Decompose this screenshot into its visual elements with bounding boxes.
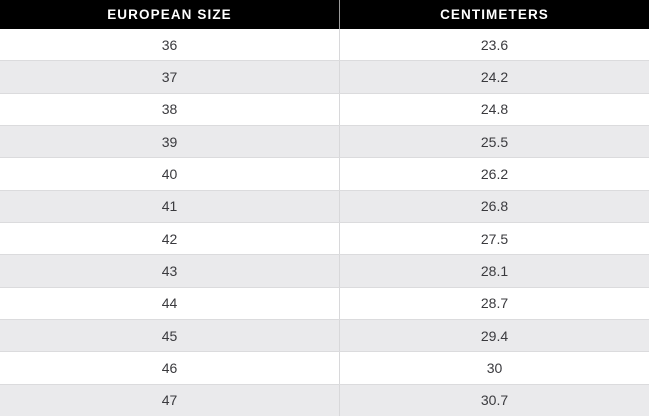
centimeters-cell: 26.2 <box>480 165 509 182</box>
table-row: 40 26.2 <box>0 157 649 190</box>
centimeters-cell: 23.6 <box>480 36 509 53</box>
european-size-cell: 41 <box>0 190 340 222</box>
table-header-row: EUROPEAN SIZE CENTIMETERS <box>0 0 649 29</box>
european-size-cell: 45 <box>0 319 340 352</box>
european-size-cell: 39 <box>0 125 340 158</box>
centimeters-cell: 28.7 <box>480 295 509 312</box>
table-row: 41 26.8 <box>0 189 649 222</box>
centimeters-cell: 26.8 <box>480 198 509 215</box>
centimeters-cell: 24.2 <box>480 68 509 85</box>
centimeters-cell: 28.1 <box>480 262 509 279</box>
european-size-cell: 36 <box>0 29 340 61</box>
table-row: 36 23.6 <box>0 29 649 61</box>
european-size-cell: 47 <box>0 384 340 416</box>
european-size-cell: 38 <box>0 93 340 125</box>
table-row: 39 25.5 <box>0 124 649 158</box>
centimeters-cell: 30.7 <box>480 392 509 409</box>
table-body: 36 23.6 37 24.2 38 24.8 39 25.5 40 26.2 … <box>0 29 649 416</box>
european-size-cell: 43 <box>0 255 340 287</box>
table-row: 47 30.7 <box>0 383 649 416</box>
centimeters-cell: 27.5 <box>480 230 509 247</box>
table-row: 38 24.8 <box>0 92 649 125</box>
table-row: 42 27.5 <box>0 221 649 255</box>
centimeters-cell: 30 <box>486 359 503 376</box>
european-size-cell: 42 <box>0 222 340 255</box>
table-row: 46 30 <box>0 351 649 384</box>
centimeters-cell: 24.8 <box>480 101 509 118</box>
table-row: 45 29.4 <box>0 318 649 352</box>
table-row: 44 28.7 <box>0 286 649 319</box>
centimeters-cell: 25.5 <box>480 133 509 150</box>
column-header-european-size: EUROPEAN SIZE <box>0 0 340 29</box>
european-size-cell: 44 <box>0 287 340 319</box>
table-row: 43 28.1 <box>0 254 649 287</box>
column-header-centimeters: CENTIMETERS <box>440 7 549 22</box>
table-row: 37 24.2 <box>0 60 649 93</box>
european-size-cell: 40 <box>0 158 340 190</box>
european-size-cell: 46 <box>0 352 340 384</box>
centimeters-cell: 29.4 <box>480 327 509 344</box>
european-size-cell: 37 <box>0 61 340 93</box>
